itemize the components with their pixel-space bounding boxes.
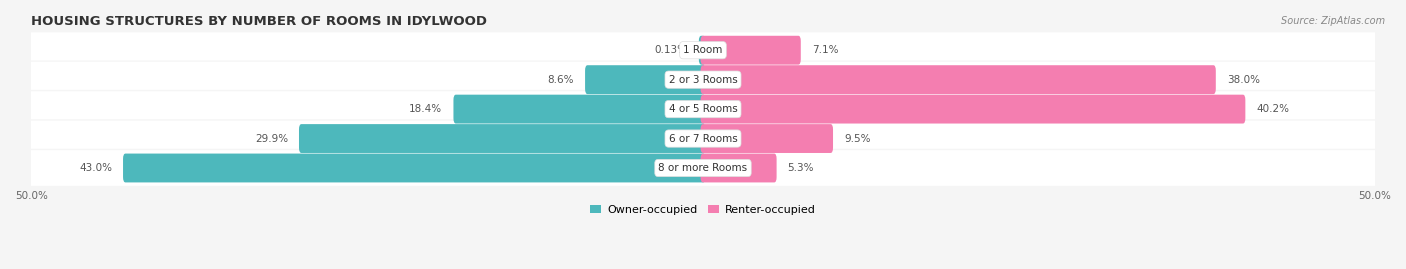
FancyBboxPatch shape <box>700 154 776 182</box>
Text: 18.4%: 18.4% <box>409 104 443 114</box>
FancyBboxPatch shape <box>299 124 706 153</box>
FancyBboxPatch shape <box>700 95 1246 123</box>
Text: 8 or more Rooms: 8 or more Rooms <box>658 163 748 173</box>
Text: 4 or 5 Rooms: 4 or 5 Rooms <box>669 104 737 114</box>
Text: 38.0%: 38.0% <box>1227 75 1260 85</box>
Text: 8.6%: 8.6% <box>547 75 574 85</box>
FancyBboxPatch shape <box>454 95 706 123</box>
Text: 0.13%: 0.13% <box>655 45 688 55</box>
Text: HOUSING STRUCTURES BY NUMBER OF ROOMS IN IDYLWOOD: HOUSING STRUCTURES BY NUMBER OF ROOMS IN… <box>31 15 488 28</box>
FancyBboxPatch shape <box>15 91 1391 128</box>
Text: 5.3%: 5.3% <box>787 163 814 173</box>
FancyBboxPatch shape <box>700 36 801 65</box>
Text: 43.0%: 43.0% <box>79 163 112 173</box>
Text: 9.5%: 9.5% <box>844 133 870 144</box>
Legend: Owner-occupied, Renter-occupied: Owner-occupied, Renter-occupied <box>586 200 820 219</box>
FancyBboxPatch shape <box>15 61 1391 98</box>
Text: 40.2%: 40.2% <box>1257 104 1289 114</box>
FancyBboxPatch shape <box>15 150 1391 186</box>
Text: 7.1%: 7.1% <box>811 45 838 55</box>
FancyBboxPatch shape <box>124 154 706 182</box>
Text: 29.9%: 29.9% <box>254 133 288 144</box>
FancyBboxPatch shape <box>585 65 706 94</box>
Text: 2 or 3 Rooms: 2 or 3 Rooms <box>669 75 737 85</box>
FancyBboxPatch shape <box>699 36 706 65</box>
FancyBboxPatch shape <box>15 32 1391 69</box>
FancyBboxPatch shape <box>15 120 1391 157</box>
FancyBboxPatch shape <box>700 124 832 153</box>
Text: 6 or 7 Rooms: 6 or 7 Rooms <box>669 133 737 144</box>
Text: Source: ZipAtlas.com: Source: ZipAtlas.com <box>1281 16 1385 26</box>
Text: 1 Room: 1 Room <box>683 45 723 55</box>
FancyBboxPatch shape <box>700 65 1216 94</box>
